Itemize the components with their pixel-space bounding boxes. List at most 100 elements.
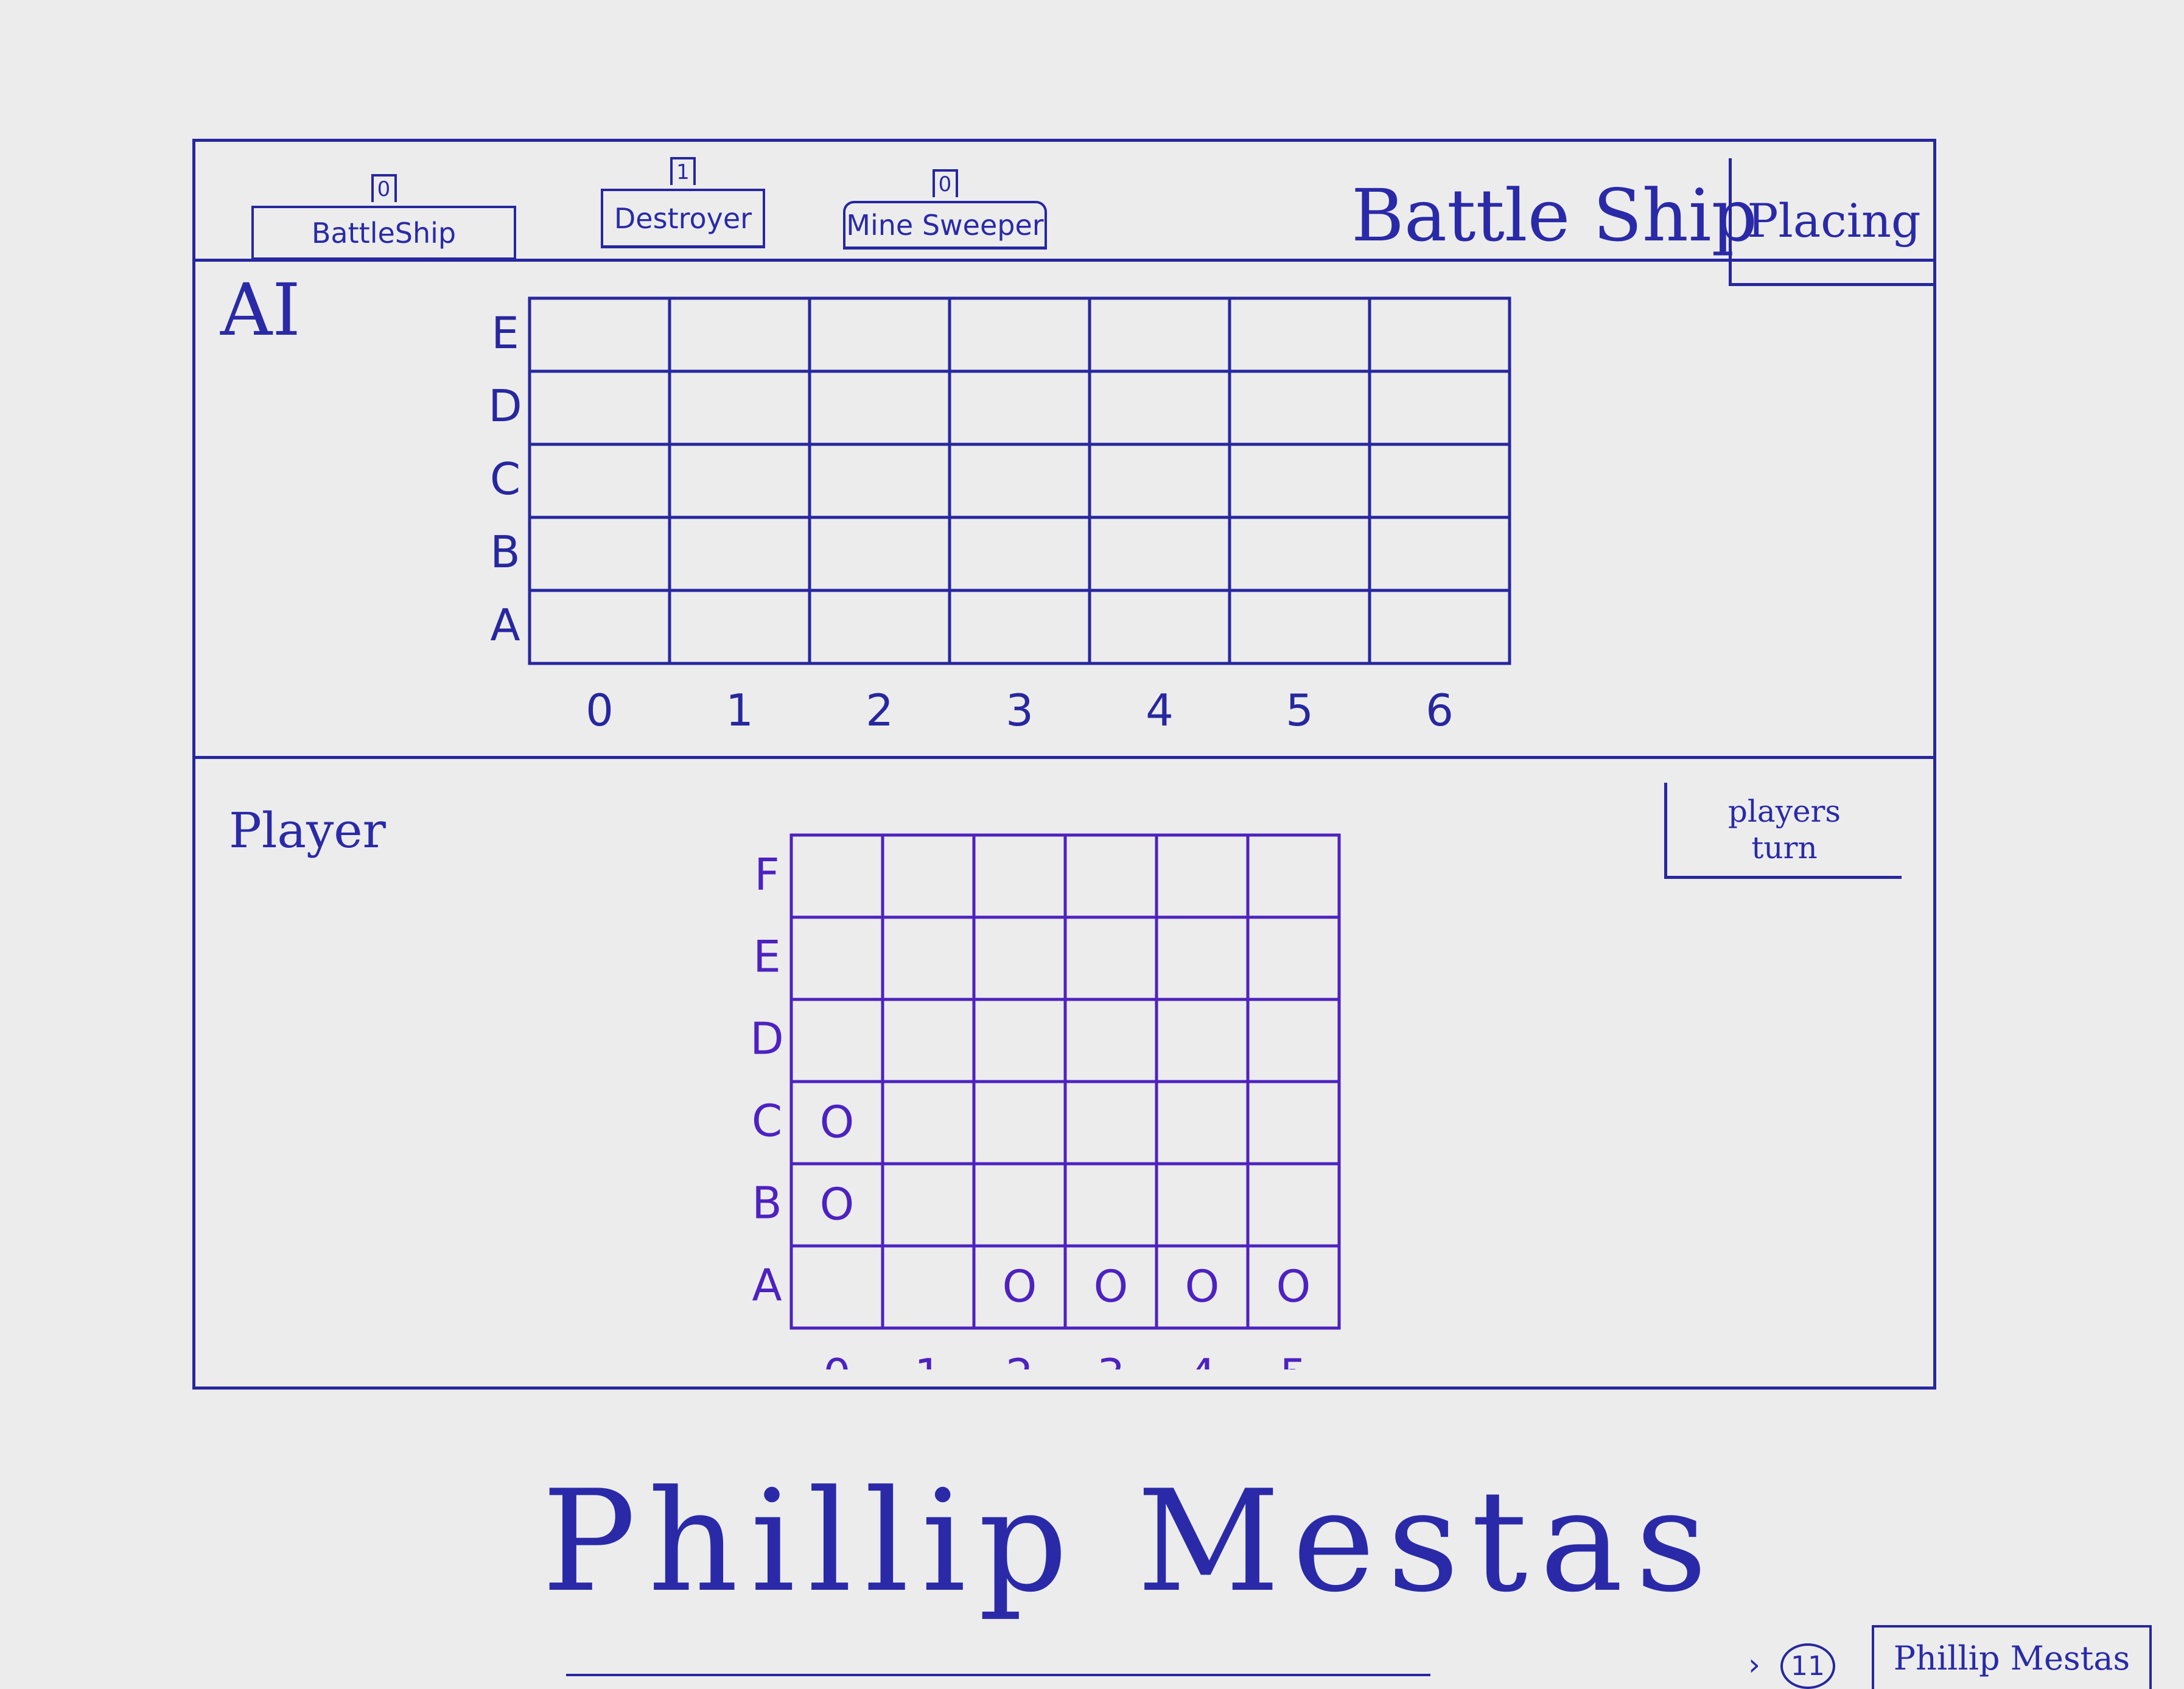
- ai-cell-E2[interactable]: [808, 296, 951, 373]
- ai-col-label: 6: [1426, 685, 1454, 730]
- player-cell-D3[interactable]: [1063, 998, 1158, 1083]
- ai-cell-E6[interactable]: [1368, 296, 1511, 373]
- player-cell-E3[interactable]: [1063, 915, 1158, 1001]
- ai-cell-B6[interactable]: [1368, 516, 1511, 592]
- ai-cell-A4[interactable]: [1088, 589, 1231, 665]
- turn-indicator: players turn: [1664, 783, 1902, 879]
- player-row-label: A: [752, 1260, 782, 1311]
- player-row-label: C: [752, 1096, 782, 1147]
- ai-cell-B3[interactable]: [948, 516, 1091, 592]
- ai-col-label: 0: [586, 685, 614, 730]
- ai-cell-B1[interactable]: [668, 516, 811, 592]
- ai-cell-C2[interactable]: [808, 442, 951, 519]
- player-cell-F2[interactable]: [972, 833, 1067, 919]
- player-ship-marker: O: [1185, 1261, 1220, 1312]
- ai-cell-D2[interactable]: [808, 369, 951, 446]
- ai-cell-B4[interactable]: [1088, 516, 1231, 592]
- ai-cell-B2[interactable]: [808, 516, 951, 592]
- ai-cell-D6[interactable]: [1368, 369, 1511, 446]
- ai-cell-E5[interactable]: [1228, 296, 1371, 373]
- signature-underline: [566, 1674, 1430, 1676]
- player-cell-C2[interactable]: [972, 1080, 1067, 1166]
- ai-cell-C4[interactable]: [1088, 442, 1231, 519]
- player-cell-B4[interactable]: [1155, 1162, 1250, 1248]
- player-cell-B3[interactable]: [1063, 1162, 1158, 1248]
- player-ship-marker: O: [820, 1179, 855, 1230]
- player-cell-B1[interactable]: [881, 1162, 976, 1248]
- ship-count-battleship: 0: [371, 174, 397, 202]
- ai-cell-B0[interactable]: [528, 516, 671, 592]
- ai-cell-D3[interactable]: [948, 369, 1091, 446]
- ship-tab-battleship[interactable]: 0 BattleShip: [251, 174, 516, 261]
- ai-cell-B5[interactable]: [1228, 516, 1371, 592]
- ai-cell-E4[interactable]: [1088, 296, 1231, 373]
- player-cell-F5[interactable]: [1246, 833, 1341, 919]
- ai-cell-A6[interactable]: [1368, 589, 1511, 665]
- player-col-label: 3: [1097, 1349, 1125, 1369]
- player-cell-F3[interactable]: [1063, 833, 1158, 919]
- player-cell-D5[interactable]: [1246, 998, 1341, 1083]
- ai-cell-E3[interactable]: [948, 296, 1091, 373]
- player-cell-D4[interactable]: [1155, 998, 1250, 1083]
- player-cell-B5[interactable]: [1246, 1162, 1341, 1248]
- page-arrow-icon: ›: [1748, 1647, 1760, 1682]
- player-cell-C4[interactable]: [1155, 1080, 1250, 1166]
- player-cell-E5[interactable]: [1246, 915, 1341, 1001]
- turn-indicator-label: players turn: [1727, 793, 1841, 865]
- player-cell-D1[interactable]: [881, 998, 976, 1083]
- player-cell-C3[interactable]: [1063, 1080, 1158, 1166]
- game-status-label: Placing: [1747, 194, 1921, 248]
- player-ship-marker: O: [1094, 1261, 1129, 1312]
- ship-tab-minesweeper[interactable]: 0 Mine Sweeper: [843, 169, 1047, 250]
- player-cell-A1[interactable]: [881, 1244, 976, 1330]
- player-cell-F1[interactable]: [881, 833, 976, 919]
- ai-cell-A1[interactable]: [668, 589, 811, 665]
- ai-cell-C5[interactable]: [1228, 442, 1371, 519]
- ai-row-label: B: [490, 526, 520, 578]
- ai-col-label: 2: [866, 685, 894, 730]
- ai-cell-C6[interactable]: [1368, 442, 1511, 519]
- player-cell-F0[interactable]: [789, 833, 884, 919]
- ai-cell-A3[interactable]: [948, 589, 1091, 665]
- player-cell-F4[interactable]: [1155, 833, 1250, 919]
- player-cell-A0[interactable]: [789, 1244, 884, 1330]
- player-cell-C5[interactable]: [1246, 1080, 1341, 1166]
- ai-row-label: E: [491, 307, 519, 358]
- ai-cell-D5[interactable]: [1228, 369, 1371, 446]
- player-ship-marker: O: [1276, 1261, 1311, 1312]
- page-number-badge: 11: [1780, 1643, 1835, 1689]
- game-title: Battle Ship: [1351, 173, 1758, 257]
- ai-cell-A0[interactable]: [528, 589, 671, 665]
- ai-cell-E0[interactable]: [528, 296, 671, 373]
- ai-cell-C3[interactable]: [948, 442, 1091, 519]
- game-window: [192, 139, 1936, 1390]
- ai-row-label: C: [490, 453, 520, 505]
- ai-cell-C0[interactable]: [528, 442, 671, 519]
- ship-label-battleship: BattleShip: [311, 216, 457, 250]
- name-box-label: Phillip Mestas: [1893, 1639, 2130, 1677]
- player-cell-A5[interactable]: [1246, 1244, 1341, 1330]
- section-divider: [192, 756, 1936, 759]
- ai-cell-A2[interactable]: [808, 589, 951, 665]
- ship-tab-destroyer[interactable]: 1 Destroyer: [601, 157, 765, 248]
- ai-row-label: D: [488, 380, 522, 432]
- ai-cell-D4[interactable]: [1088, 369, 1231, 446]
- player-cell-D0[interactable]: [789, 998, 884, 1083]
- player-cell-E2[interactable]: [972, 915, 1067, 1001]
- player-cell-C1[interactable]: [881, 1080, 976, 1166]
- player-row-label: B: [752, 1178, 782, 1229]
- player-col-label: 0: [823, 1349, 851, 1369]
- name-box: Phillip Mestas: [1872, 1625, 2152, 1689]
- player-cell-E0[interactable]: [789, 915, 884, 1001]
- ai-cell-D0[interactable]: [528, 369, 671, 446]
- player-cell-E1[interactable]: [881, 915, 976, 1001]
- ai-cell-D1[interactable]: [668, 369, 811, 446]
- ai-cell-C1[interactable]: [668, 442, 811, 519]
- player-cell-E4[interactable]: [1155, 915, 1250, 1001]
- player-cell-D2[interactable]: [972, 998, 1067, 1083]
- ai-cell-E1[interactable]: [668, 296, 811, 373]
- ai-board-label: AI: [220, 268, 301, 352]
- player-cell-B2[interactable]: [972, 1162, 1067, 1248]
- ai-cell-A5[interactable]: [1228, 589, 1371, 665]
